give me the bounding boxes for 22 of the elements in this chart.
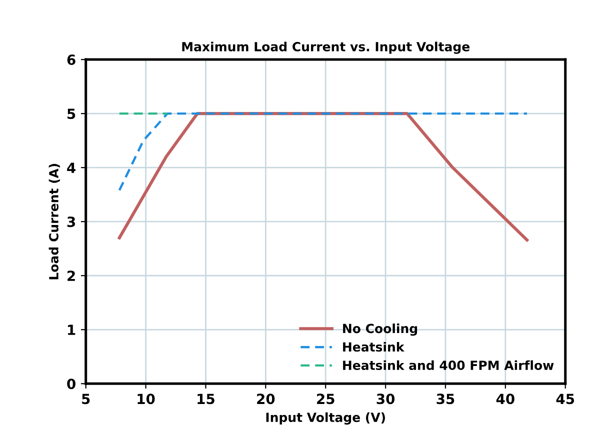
x-tick-label: 40 [496,394,514,404]
x-tick-label: 10 [138,394,155,404]
y-tick-label: 1 [68,324,76,335]
y-tick-label: 4 [67,162,76,173]
y-tick-label: 2 [68,270,75,281]
x-tick-label: 20 [257,394,275,404]
legend-label: Heatsink and 400 FPM Airflow [343,360,554,370]
legend-label: Heatsink [343,342,404,352]
x-tick-label: 25 [317,394,334,404]
x-tick-label: 35 [436,394,454,404]
y-axis-title: Load Current (A) [48,164,60,280]
x-tick-label: 45 [556,394,574,404]
x-axis-title: Input Voltage (V) [266,412,385,425]
y-tick-label: 3 [67,216,76,228]
y-tick-label: 5 [68,108,76,120]
x-tick-label: 5 [82,394,90,404]
legend-label: No Cooling [343,324,418,336]
y-tick-label: 6 [67,54,76,66]
chart-title: Maximum Load Current vs. Input Voltage [182,42,470,54]
y-tick-label: 0 [67,378,76,390]
x-tick-label: 30 [376,394,395,404]
x-tick-label: 15 [198,394,214,404]
